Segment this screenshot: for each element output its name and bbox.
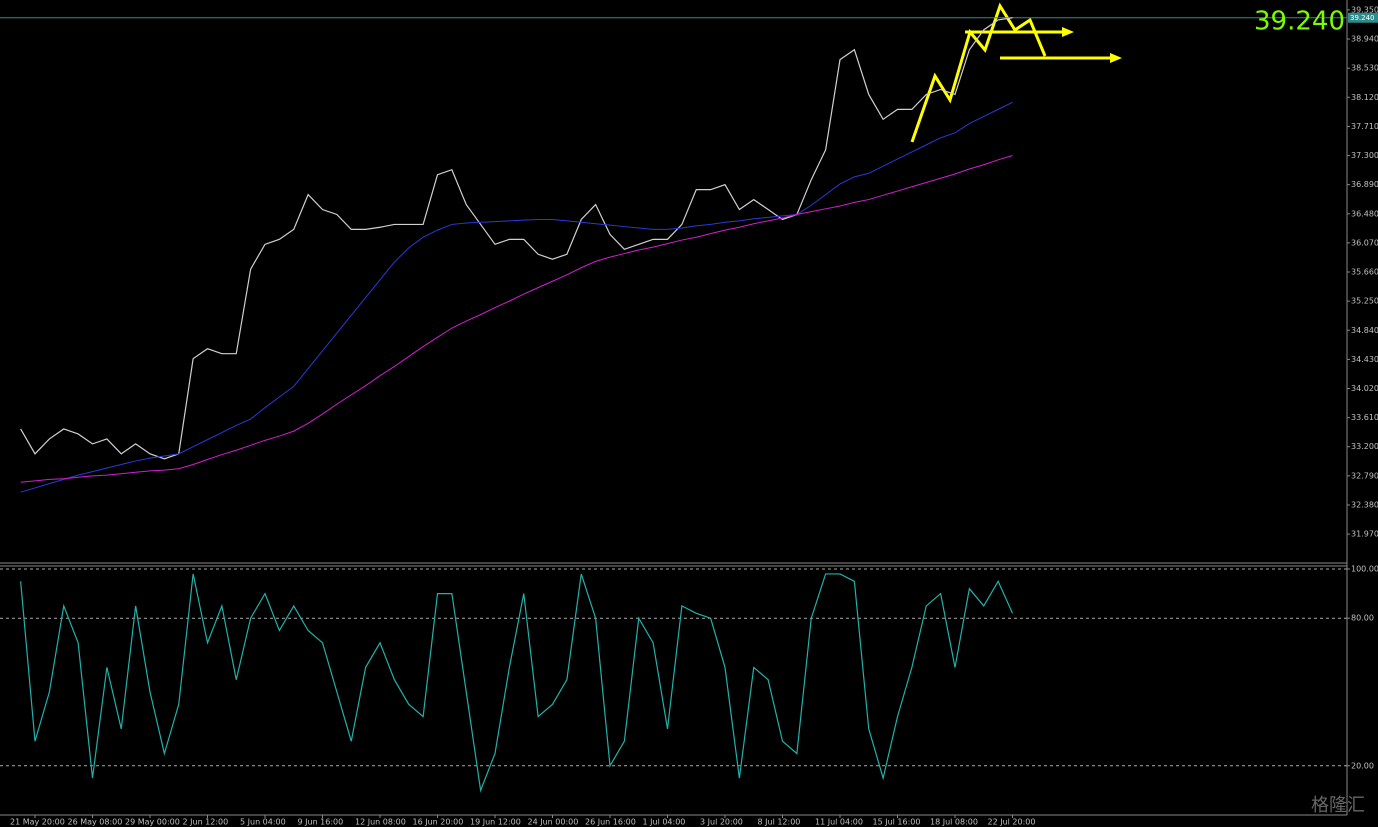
y-tick-label: 32.790 <box>1351 471 1378 480</box>
x-tick-label: 15 Jul 16:00 <box>873 818 921 827</box>
y-tick-label: 32.380 <box>1351 500 1378 509</box>
x-tick-label: 2 Jun 12:00 <box>183 818 229 827</box>
series-line <box>20 101 1013 493</box>
y-tick-label: 39.350 <box>1351 5 1378 14</box>
y-tick-label: 34.430 <box>1351 355 1378 364</box>
x-tick-label: 16 Jun 20:00 <box>413 818 464 827</box>
y-tick-label: 100.00 <box>1351 565 1378 574</box>
y-tick-label: 36.070 <box>1351 238 1378 247</box>
y-tick-label: 37.300 <box>1351 151 1378 160</box>
y-tick-label: 31.970 <box>1351 530 1378 539</box>
price-box-label: 39.240 <box>1350 14 1375 22</box>
y-tick-label: 35.250 <box>1351 297 1378 306</box>
x-tick-label: 12 Jun 08:00 <box>355 818 406 827</box>
x-tick-label: 3 Jul 20:00 <box>700 818 743 827</box>
x-tick-label: 8 Jul 12:00 <box>758 818 801 827</box>
x-tick-label: 26 May 08:00 <box>68 818 123 827</box>
y-tick-label: 35.660 <box>1351 268 1378 277</box>
arrow-head <box>1062 27 1074 37</box>
series-line <box>20 155 1013 483</box>
y-tick-label: 37.710 <box>1351 122 1378 131</box>
y-tick-label: 20.00 <box>1351 761 1374 770</box>
y-tick-label: 33.610 <box>1351 413 1378 422</box>
x-tick-label: 19 Jun 12:00 <box>470 818 521 827</box>
x-tick-label: 29 May 00:00 <box>125 818 180 827</box>
x-tick-label: 1 Jul 04:00 <box>643 818 686 827</box>
series-line <box>20 17 1013 460</box>
zigzag <box>910 2 1047 143</box>
x-tick-label: 9 Jun 16:00 <box>298 818 344 827</box>
y-tick-label: 38.940 <box>1351 35 1378 44</box>
x-tick-label: 26 Jun 16:00 <box>585 818 636 827</box>
y-tick-label: 34.020 <box>1351 384 1378 393</box>
watermark: 格隆汇 <box>1311 795 1365 816</box>
y-tick-label: 36.890 <box>1351 180 1378 189</box>
x-tick-label: 5 Jun 04:00 <box>240 818 286 827</box>
y-tick-label: 80.00 <box>1351 614 1374 623</box>
x-tick-label: 24 Jun 00:00 <box>528 818 579 827</box>
arrow-head <box>1110 53 1122 63</box>
y-tick-label: 38.120 <box>1351 93 1378 102</box>
y-tick-label: 38.530 <box>1351 64 1378 73</box>
x-tick-label: 21 May 20:00 <box>10 818 65 827</box>
x-tick-label: 11 Jul 04:00 <box>815 818 863 827</box>
x-tick-label: 22 Jul 20:00 <box>988 818 1036 827</box>
y-tick-label: 33.200 <box>1351 442 1378 451</box>
y-tick-label: 36.480 <box>1351 209 1378 218</box>
series-line <box>20 573 1014 793</box>
y-tick-label: 34.840 <box>1351 326 1378 335</box>
x-tick-label: 18 Jul 08:00 <box>930 818 978 827</box>
price-label: 39.240 <box>1254 6 1345 36</box>
price-box <box>1348 12 1378 23</box>
